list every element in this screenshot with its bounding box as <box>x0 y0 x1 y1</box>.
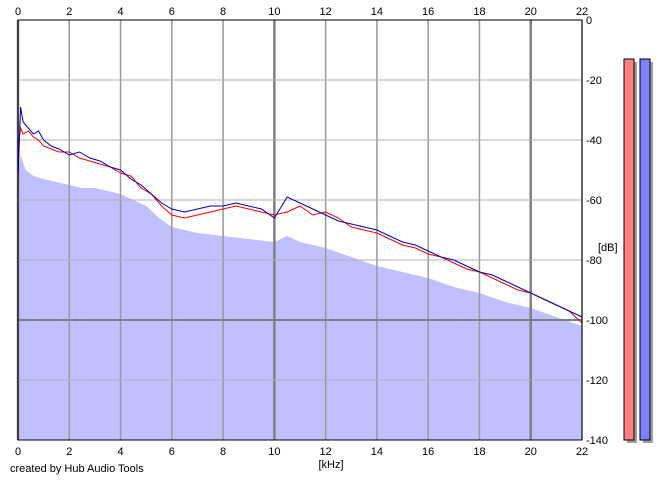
series-lines <box>17 106 583 324</box>
x-tick-label-top: 0 <box>15 6 21 18</box>
x-tick-label-top: 12 <box>320 6 332 18</box>
y-tick-label: -20 <box>586 75 602 87</box>
fill-area <box>18 155 582 440</box>
y-tick-label: -100 <box>586 315 608 327</box>
x-tick-label-bottom: 22 <box>576 446 588 458</box>
y-tick-label: -140 <box>586 435 608 447</box>
plot-frame <box>17 19 583 441</box>
footer-credit: created by Hub Audio Tools <box>10 463 144 475</box>
x-tick-label-top: 22 <box>576 6 588 18</box>
level-meters <box>623 58 653 443</box>
x-tick-label-bottom: 12 <box>320 446 332 458</box>
y-tick-label: 0 <box>586 15 592 27</box>
x-tick-labels-top: 0 2 4 6 8 10 12 14 16 18 20 22 <box>15 6 588 18</box>
level-meter-bar <box>623 58 635 441</box>
x-tick-label-top: 16 <box>422 6 434 18</box>
x-tick-label-top: 10 <box>268 6 280 18</box>
x-axis-label: [kHz] <box>318 459 343 471</box>
x-tick-label-top: 2 <box>66 6 72 18</box>
x-tick-label-bottom: 4 <box>117 446 123 458</box>
level-meter-bar <box>639 58 651 441</box>
y-tick-label: -80 <box>586 255 602 267</box>
x-tick-label-bottom: 16 <box>422 446 434 458</box>
x-tick-label-top: 8 <box>220 6 226 18</box>
x-tick-label-bottom: 10 <box>268 446 280 458</box>
x-tick-label-bottom: 6 <box>169 446 175 458</box>
x-tick-label-bottom: 0 <box>15 446 21 458</box>
y-tick-label: -120 <box>586 375 608 387</box>
x-tick-label-top: 20 <box>525 6 537 18</box>
x-tick-labels-bottom: 0 2 4 6 8 10 12 14 16 18 20 22 <box>15 446 588 458</box>
x-tick-label-top: 14 <box>371 6 383 18</box>
y-tick-label: -40 <box>586 135 602 147</box>
x-tick-label-bottom: 8 <box>220 446 226 458</box>
y-axis-label: [dB] <box>598 242 618 254</box>
y-tick-label: -60 <box>586 195 602 207</box>
x-tick-label-bottom: 2 <box>66 446 72 458</box>
x-tick-label-top: 4 <box>117 6 123 18</box>
x-tick-label-top: 6 <box>169 6 175 18</box>
x-tick-label-bottom: 20 <box>525 446 537 458</box>
y-tick-labels: 0 -20 -40 -60 -80 -100 -120 -140 <box>586 15 608 447</box>
x-tick-label-bottom: 18 <box>473 446 485 458</box>
series-line-2 <box>17 106 583 318</box>
x-tick-label-bottom: 14 <box>371 446 383 458</box>
x-tick-label-top: 18 <box>473 6 485 18</box>
